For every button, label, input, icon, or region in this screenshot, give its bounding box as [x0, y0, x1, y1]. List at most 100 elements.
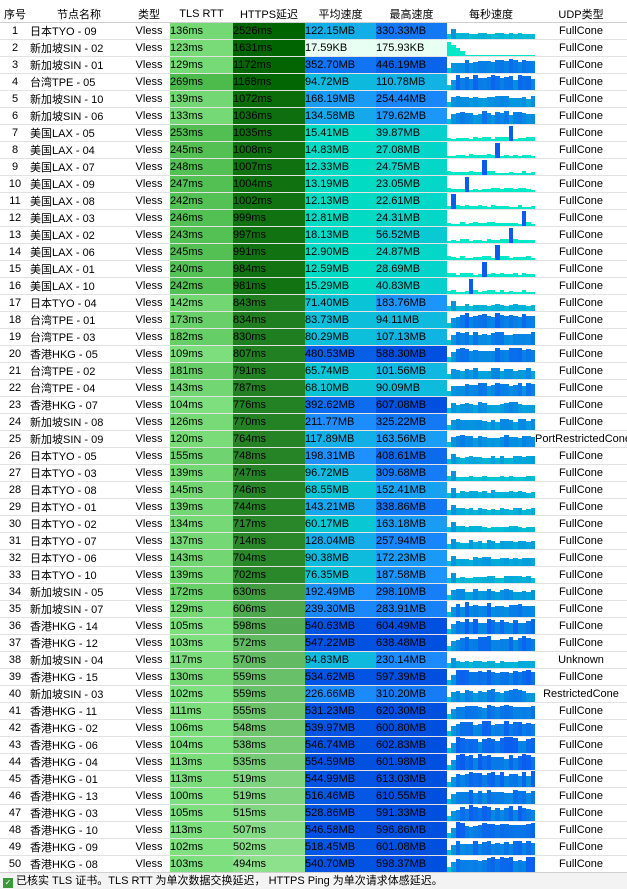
- table-row[interactable]: 31 日本TYO - 07 Vless 137ms 714ms 128.04MB 257.9…: [0, 532, 627, 550]
- table-row[interactable]: 12 美国LAX - 03 Vless 246ms 999ms 12.81MB 24.31M…: [0, 209, 627, 227]
- cell-https-latency: 598ms: [233, 617, 305, 635]
- speed-bar: [526, 707, 531, 719]
- speed-bar: [486, 588, 492, 600]
- cell-tls-rtt: 126ms: [170, 413, 233, 431]
- table-row[interactable]: 29 日本TYO - 01 Vless 139ms 744ms 143.21MB 338.8…: [0, 498, 627, 516]
- table-row[interactable]: 14 美国LAX - 06 Vless 245ms 991ms 12.90MB 24.87M…: [0, 243, 627, 261]
- cell-index: 49: [0, 838, 30, 856]
- table-row[interactable]: 40 新加坡SIN - 03 Vless 102ms 559ms 226.66MB 310.…: [0, 685, 627, 703]
- table-row[interactable]: 2 新加坡SIN - 02 Vless 123ms 1631ms 17.59KB 175.9…: [0, 39, 627, 57]
- table-row[interactable]: 16 美国LAX - 10 Vless 242ms 981ms 15.29MB 40.83M…: [0, 277, 627, 295]
- table-row[interactable]: 19 台湾TPE - 03 Vless 182ms 830ms 80.29MB 107.13…: [0, 328, 627, 346]
- table-row[interactable]: 44 香港HKG - 04 Vless 113ms 535ms 554.59MB 601.9…: [0, 753, 627, 771]
- table-row[interactable]: 30 日本TYO - 02 Vless 134ms 717ms 60.17MB 163.18…: [0, 515, 627, 533]
- table-row[interactable]: 28 日本TYO - 08 Vless 145ms 746ms 68.55MB 152.41…: [0, 481, 627, 499]
- speed-bar: [508, 457, 514, 464]
- speed-bar: [491, 333, 496, 345]
- table-row[interactable]: 24 新加坡SIN - 08 Vless 126ms 770ms 211.77MB 325.…: [0, 413, 627, 431]
- per-second-sparkline: [447, 686, 535, 702]
- speed-bar: [517, 672, 522, 685]
- table-row[interactable]: 4 台湾TPE - 05 Vless 269ms 1168ms 94.72MB 110.78…: [0, 73, 627, 91]
- table-row[interactable]: 17 日本TYO - 04 Vless 142ms 843ms 71.40MB 183.76…: [0, 294, 627, 312]
- speed-bar: [464, 792, 470, 804]
- table-row[interactable]: 26 日本TYO - 05 Vless 155ms 748ms 198.31MB 408.6…: [0, 447, 627, 465]
- table-row[interactable]: 8 美国LAX - 04 Vless 245ms 1008ms 14.83MB 27.08M…: [0, 141, 627, 159]
- col-header-type[interactable]: 类型: [128, 5, 170, 23]
- speed-bar: [473, 589, 478, 600]
- table-row[interactable]: 36 香港HKG - 14 Vless 105ms 598ms 540.63MB 604.4…: [0, 617, 627, 635]
- per-second-sparkline: [447, 550, 535, 566]
- col-header-name[interactable]: 节点名称: [30, 5, 128, 23]
- table-row[interactable]: 46 香港HKG - 13 Vless 100ms 519ms 516.46MB 610.5…: [0, 787, 627, 805]
- col-header-udp-type[interactable]: UDP类型: [535, 5, 627, 23]
- table-row[interactable]: 1 日本TYO - 09 Vless 136ms 2526ms 122.15MB 330.3…: [0, 22, 627, 40]
- table-row[interactable]: 11 美国LAX - 08 Vless 242ms 1002ms 12.13MB 22.61…: [0, 192, 627, 210]
- table-row[interactable]: 42 香港HKG - 02 Vless 106ms 548ms 539.97MB 600.8…: [0, 719, 627, 737]
- table-row[interactable]: 43 香港HKG - 06 Vless 104ms 538ms 546.74MB 602.8…: [0, 736, 627, 754]
- table-row[interactable]: 50 香港HKG - 08 Vless 103ms 494ms 540.70MB 598.3…: [0, 855, 627, 873]
- cell-udp-type: FullCone: [535, 311, 627, 329]
- col-header-tls-rtt[interactable]: TLS RTT: [170, 5, 233, 23]
- table-row[interactable]: 34 新加坡SIN - 05 Vless 172ms 630ms 192.49MB 298.…: [0, 583, 627, 601]
- col-header-index[interactable]: 序号: [0, 5, 30, 23]
- speed-bar: [526, 315, 531, 328]
- table-row[interactable]: 25 新加坡SIN - 09 Vless 120ms 764ms 117.89MB 163.…: [0, 430, 627, 448]
- table-row[interactable]: 18 台湾TPE - 01 Vless 173ms 834ms 83.73MB 94.11M…: [0, 311, 627, 329]
- col-header-per-second-speed[interactable]: 每秒速度: [447, 5, 535, 23]
- speed-bar: [517, 223, 522, 226]
- table-row[interactable]: 41 香港HKG - 11 Vless 111ms 555ms 531.23MB 620.3…: [0, 702, 627, 720]
- speed-bar: [464, 273, 470, 277]
- table-row[interactable]: 22 台湾TPE - 04 Vless 143ms 787ms 68.10MB 90.09M…: [0, 379, 627, 397]
- cell-avg-speed: 211.77MB: [305, 413, 376, 431]
- speed-bar: [477, 257, 483, 260]
- speed-bar: [499, 419, 505, 430]
- speed-bar: [455, 292, 461, 294]
- speed-bar: [447, 646, 452, 651]
- table-row[interactable]: 48 香港HKG - 10 Vless 113ms 507ms 546.58MB 596.8…: [0, 821, 627, 839]
- speed-bar: [486, 256, 492, 260]
- speed-bar: [499, 331, 505, 345]
- speed-bar: [477, 606, 483, 617]
- table-row[interactable]: 37 香港HKG - 12 Vless 103ms 572ms 547.22MB 638.4…: [0, 634, 627, 652]
- cell-per-second-speed: [447, 141, 535, 159]
- table-row[interactable]: 15 美国LAX - 01 Vless 240ms 984ms 12.59MB 28.69M…: [0, 260, 627, 278]
- table-row[interactable]: 23 香港HKG - 07 Vless 104ms 776ms 392.62MB 607.0…: [0, 396, 627, 414]
- table-row[interactable]: 45 香港HKG - 01 Vless 113ms 519ms 544.99MB 613.0…: [0, 770, 627, 788]
- speed-bar: [473, 509, 478, 515]
- speed-bar: [495, 774, 500, 787]
- cell-max-speed: 596.86MB: [376, 821, 447, 839]
- speed-bar: [464, 509, 470, 515]
- col-header-max-speed[interactable]: 最高速度: [376, 5, 447, 23]
- cell-https-latency: 559ms: [233, 668, 305, 686]
- table-row[interactable]: 33 日本TYO - 10 Vless 139ms 702ms 76.35MB 187.58…: [0, 566, 627, 584]
- cell-udp-type: FullCone: [535, 583, 627, 601]
- table-row[interactable]: 6 新加坡SIN - 06 Vless 133ms 1036ms 134.58MB 179.…: [0, 107, 627, 125]
- table-row[interactable]: 35 新加坡SIN - 07 Vless 129ms 606ms 239.30MB 283.…: [0, 600, 627, 618]
- table-row[interactable]: 27 日本TYO - 03 Vless 139ms 747ms 96.72MB 309.68…: [0, 464, 627, 482]
- speed-bar: [526, 420, 531, 430]
- cell-udp-type: FullCone: [535, 787, 627, 805]
- cell-avg-speed: 71.40MB: [305, 294, 376, 312]
- table-row[interactable]: 5 新加坡SIN - 10 Vless 139ms 1072ms 168.19MB 254.…: [0, 90, 627, 108]
- table-row[interactable]: 7 美国LAX - 05 Vless 253ms 1035ms 15.41MB 39.87M…: [0, 124, 627, 142]
- speed-bar: [451, 273, 456, 277]
- speed-bar: [521, 723, 527, 736]
- table-row[interactable]: 47 香港HKG - 03 Vless 105ms 515ms 528.86MB 591.3…: [0, 804, 627, 822]
- table-row[interactable]: 9 美国LAX - 07 Vless 248ms 1007ms 12.33MB 24.75M…: [0, 158, 627, 176]
- speed-bar: [495, 347, 500, 362]
- speed-bar: [460, 844, 465, 855]
- table-row[interactable]: 20 香港HKG - 05 Vless 109ms 807ms 480.53MB 588.3…: [0, 345, 627, 363]
- table-row[interactable]: 3 新加坡SIN - 01 Vless 129ms 1172ms 352.70MB 446.…: [0, 56, 627, 74]
- speed-bar: [464, 774, 470, 787]
- table-row[interactable]: 10 美国LAX - 09 Vless 247ms 1004ms 13.19MB 23.05…: [0, 175, 627, 193]
- table-row[interactable]: 32 日本TYO - 06 Vless 143ms 704ms 90.38MB 172.23…: [0, 549, 627, 567]
- cell-per-second-speed: [447, 532, 535, 550]
- col-header-avg-speed[interactable]: 平均速度: [305, 5, 376, 23]
- speed-bar: [455, 457, 461, 464]
- table-row[interactable]: 21 台湾TPE - 02 Vless 181ms 791ms 65.74MB 101.56…: [0, 362, 627, 380]
- table-row[interactable]: 13 美国LAX - 02 Vless 243ms 997ms 18.13MB 56.52M…: [0, 226, 627, 244]
- table-row[interactable]: 49 香港HKG - 09 Vless 102ms 502ms 518.45MB 601.0…: [0, 838, 627, 856]
- table-row[interactable]: 38 新加坡SIN - 04 Vless 117ms 570ms 94.83MB 230.1…: [0, 651, 627, 669]
- table-row[interactable]: 39 香港HKG - 15 Vless 130ms 559ms 534.62MB 597.3…: [0, 668, 627, 686]
- col-header-https-latency[interactable]: HTTPS延迟: [233, 5, 305, 23]
